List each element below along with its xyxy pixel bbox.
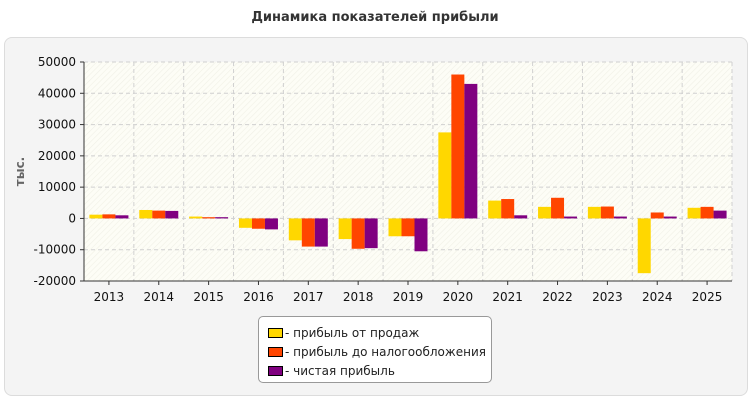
legend-item: - чистая прибыль (268, 361, 491, 380)
bar-2019-1 (388, 218, 402, 237)
legend-item: - прибыль до налогообложения (268, 342, 491, 361)
bar-2021-3 (514, 215, 528, 219)
legend-swatch (268, 365, 283, 376)
chart-title: Динамика показателей прибыли (251, 10, 499, 25)
bar-2013-2 (102, 214, 116, 219)
bar-2021-1 (488, 200, 502, 219)
bar-2020-2 (451, 74, 465, 219)
legend-swatch (268, 346, 283, 357)
x-tick-label: 2017 (293, 290, 324, 304)
y-tick-label: 30000 (38, 118, 76, 132)
bar-2024-3 (663, 216, 677, 219)
bar-2013-3 (115, 215, 129, 219)
x-tick-label: 2021 (492, 290, 523, 304)
x-tick-label: 2025 (692, 290, 723, 304)
bar-2018-1 (338, 218, 352, 240)
y-tick-label: -10000 (33, 243, 76, 257)
bar-2014-2 (152, 210, 166, 219)
bar-2014-3 (165, 210, 179, 219)
bar-2015-3 (215, 217, 229, 219)
x-tick-label: 2022 (542, 290, 573, 304)
bar-2022-1 (538, 206, 552, 219)
bar-2023-3 (613, 216, 627, 219)
legend-item: - прибыль от продаж (268, 323, 491, 342)
y-tick-label: 40000 (38, 86, 76, 100)
bar-2016-1 (238, 218, 252, 228)
bar-2017-1 (288, 218, 302, 241)
x-tick-label: 2023 (592, 290, 623, 304)
bar-2017-3 (314, 218, 328, 247)
bar-2020-3 (464, 83, 478, 219)
x-tick-label: 2016 (243, 290, 274, 304)
bar-2023-2 (600, 206, 614, 219)
bar-2025-1 (687, 207, 701, 219)
x-tick-label: 2019 (393, 290, 424, 304)
bar-2024-2 (650, 212, 664, 219)
bar-2016-3 (264, 218, 278, 230)
y-tick-label: 10000 (38, 180, 76, 194)
bar-2025-3 (713, 210, 727, 219)
legend: - прибыль от продаж - прибыль до налогооб… (258, 316, 492, 383)
bar-2015-1 (189, 216, 203, 219)
y-tick-label: -20000 (33, 274, 76, 288)
bar-2020-1 (438, 132, 452, 219)
bar-2018-2 (351, 218, 365, 249)
bar-2025-2 (700, 206, 714, 219)
bar-2014-1 (139, 209, 153, 219)
x-tick-label: 2020 (443, 290, 474, 304)
x-tick-label: 2018 (343, 290, 374, 304)
bar-2015-2 (202, 217, 216, 219)
legend-label: - прибыль до налогообложения (285, 344, 486, 359)
bar-2018-3 (364, 218, 378, 249)
bar-2024-1 (637, 218, 651, 274)
y-axis-label: тыс. (13, 157, 27, 186)
bar-2019-3 (414, 218, 428, 252)
legend-label: - прибыль от продаж (285, 325, 420, 340)
bar-2023-1 (587, 206, 601, 219)
y-tick-label: 20000 (38, 149, 76, 163)
bar-2013-1 (89, 214, 103, 219)
x-tick-label: 2015 (193, 290, 224, 304)
y-tick-label: 50000 (38, 55, 76, 69)
bar-2022-3 (564, 216, 578, 219)
legend-swatch (268, 327, 283, 338)
bar-2016-2 (251, 218, 265, 229)
legend-label: - чистая прибыль (285, 363, 395, 378)
bar-2019-2 (401, 218, 415, 237)
bar-2022-2 (551, 197, 565, 219)
y-tick-label: 0 (68, 211, 76, 225)
x-tick-label: 2013 (94, 290, 125, 304)
plot-hatch (84, 62, 732, 281)
x-tick-label: 2014 (143, 290, 174, 304)
bar-2017-2 (301, 218, 315, 247)
x-tick-label: 2024 (642, 290, 673, 304)
bar-2021-2 (501, 199, 515, 219)
